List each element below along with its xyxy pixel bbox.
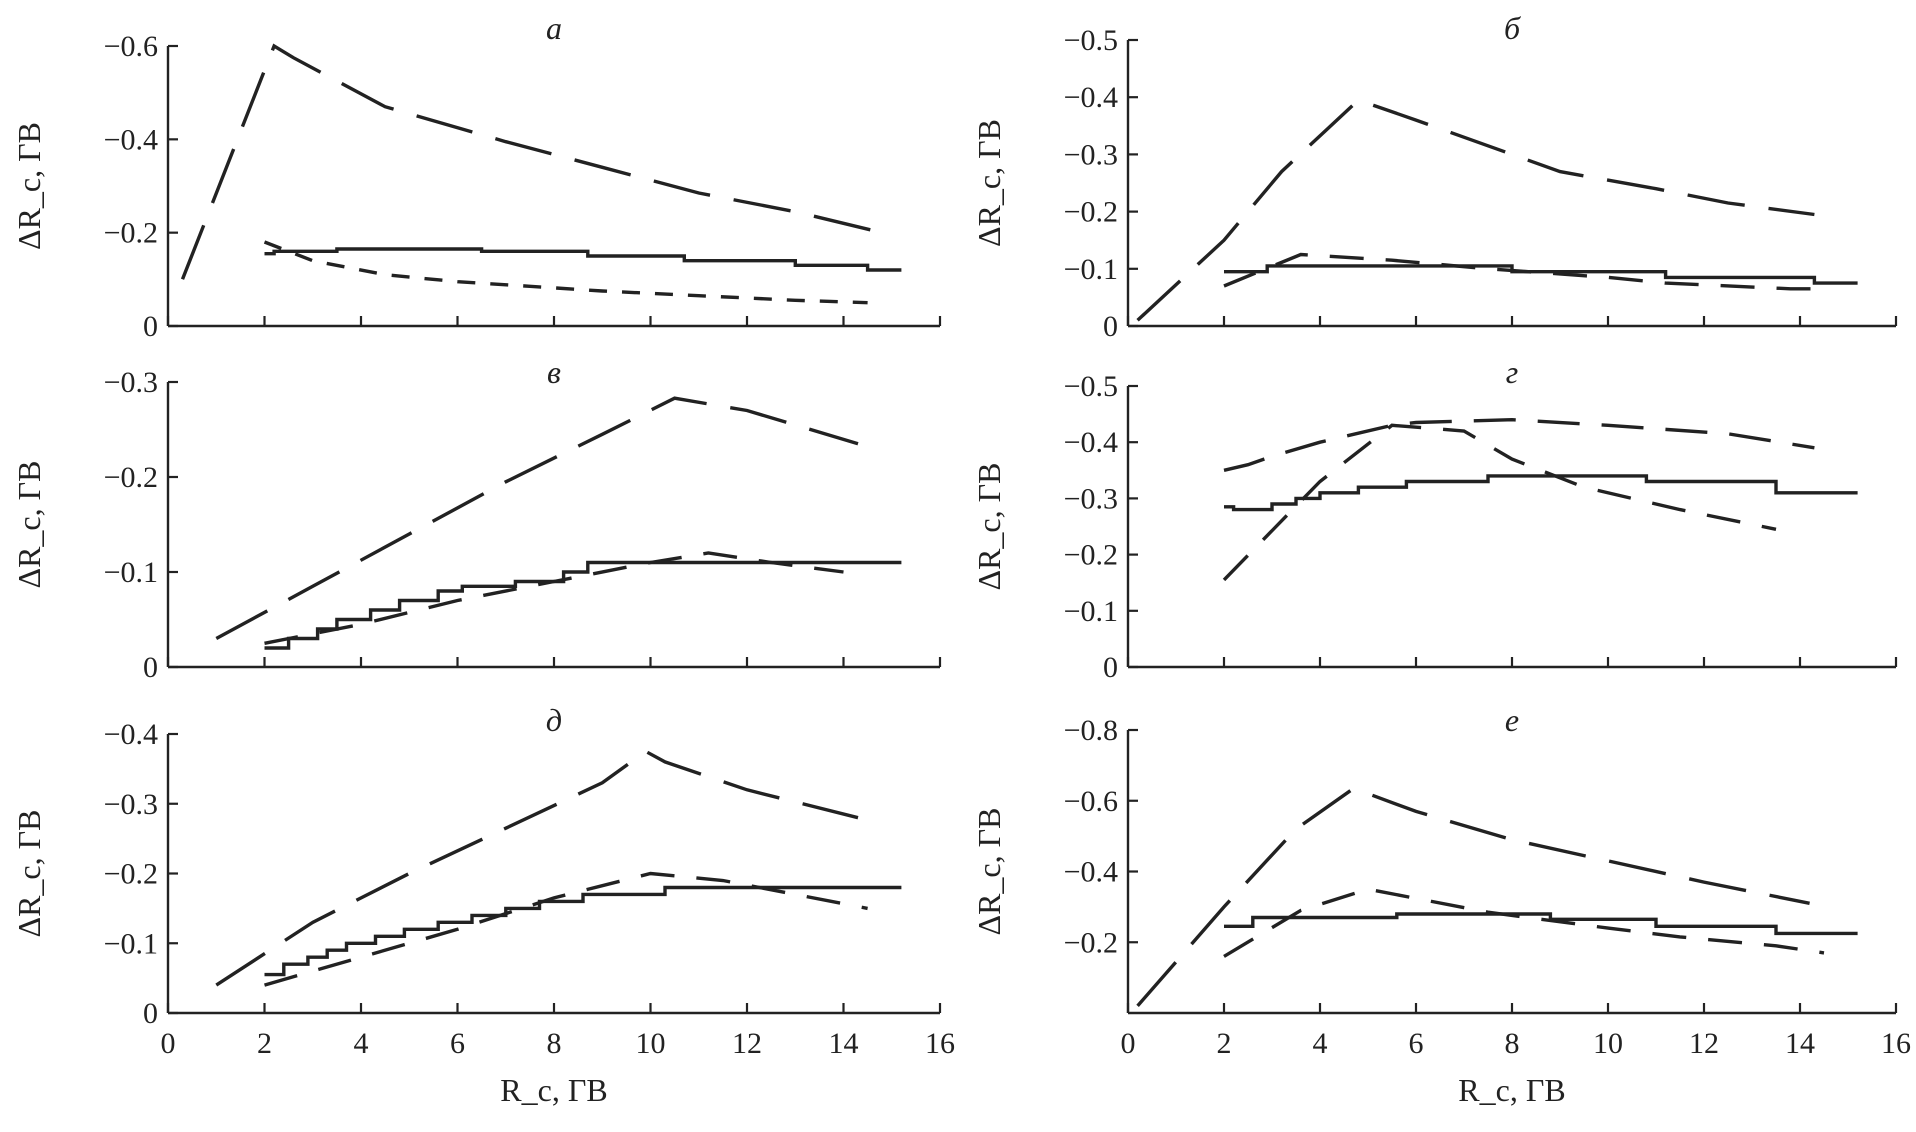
series-long-dash	[180, 43, 873, 280]
y-tick-label: −0.2	[104, 217, 158, 250]
series-solid	[1224, 474, 1858, 512]
x-tick-label: 6	[1409, 1027, 1424, 1060]
y-tick-label: −0.6	[1064, 785, 1118, 818]
y-axis-title: ΔR_c, ГВ	[971, 808, 1007, 936]
series-medium-dash	[1223, 887, 1825, 958]
x-tick-label: 12	[1689, 1027, 1719, 1060]
y-tick-label: −0.1	[104, 556, 158, 589]
y-axis-title: ΔR_c, ГВ	[11, 122, 47, 250]
x-tick-label: 0	[1121, 1027, 1136, 1060]
x-axis-title: R_c, ГВ	[500, 1072, 607, 1108]
series-short-dash	[263, 240, 868, 305]
y-tick-label: −0.5	[1064, 370, 1118, 403]
series-medium-dash	[1222, 423, 1777, 582]
y-axis-title: ΔR_c, ГВ	[11, 810, 47, 938]
x-axis-title: R_c, ГВ	[1458, 1072, 1565, 1108]
y-tick-label: −0.3	[104, 788, 158, 821]
y-tick-label: −0.8	[1064, 714, 1118, 747]
x-tick-label: 8	[547, 1027, 562, 1060]
y-tick-label: −0.4	[104, 123, 158, 156]
x-tick-label: 14	[1785, 1027, 1815, 1060]
series-dash-upper	[1223, 417, 1815, 472]
panel-title: д	[546, 702, 562, 738]
y-tick-label: −0.4	[1064, 426, 1118, 459]
y-tick-label: −0.3	[1064, 138, 1118, 171]
panel-title: в	[547, 354, 561, 390]
series-solid	[1224, 264, 1858, 285]
x-tick-label: 0	[161, 1027, 176, 1060]
panel-title: а	[546, 10, 562, 46]
y-tick-label: −0.2	[1064, 926, 1118, 959]
y-tick-label: −0.3	[1064, 482, 1118, 515]
series-solid	[264, 885, 902, 977]
y-tick-label: −0.2	[1064, 539, 1118, 572]
series-medium-dash	[264, 551, 844, 645]
y-axis-title: ΔR_c, ГВ	[971, 463, 1007, 591]
x-tick-label: 6	[450, 1027, 465, 1060]
series-long-dash	[215, 749, 859, 987]
y-tick-label: −0.2	[1064, 196, 1118, 229]
x-tick-label: 16	[1881, 1027, 1911, 1060]
series-long-dash	[1136, 98, 1815, 322]
x-tick-label: 12	[732, 1027, 762, 1060]
x-tick-label: 8	[1505, 1027, 1520, 1060]
series-long-dash	[1136, 786, 1810, 1008]
panel-title: е	[1505, 702, 1519, 738]
panel-title: б	[1504, 10, 1521, 46]
y-tick-label: −0.4	[104, 718, 158, 751]
y-tick-label: 0	[1103, 310, 1118, 343]
x-tick-label: 16	[925, 1027, 955, 1060]
x-tick-label: 10	[1593, 1027, 1623, 1060]
y-tick-label: −0.4	[1064, 81, 1118, 114]
y-tick-label: −0.4	[1064, 856, 1118, 889]
series-medium-dash	[264, 871, 868, 987]
y-tick-label: −0.2	[104, 461, 158, 494]
y-tick-label: −0.2	[104, 858, 158, 891]
series-solid	[1224, 912, 1858, 936]
y-tick-label: 0	[1103, 651, 1118, 684]
x-tick-label: 4	[354, 1027, 369, 1060]
x-tick-label: 14	[829, 1027, 859, 1060]
y-tick-label: 0	[143, 997, 158, 1030]
x-tick-label: 2	[1217, 1027, 1232, 1060]
y-axis-title: ΔR_c, ГВ	[11, 461, 47, 589]
y-tick-label: 0	[143, 651, 158, 684]
y-tick-label: 0	[143, 310, 158, 343]
y-tick-label: −0.5	[1064, 24, 1118, 57]
series-medium-dash	[1223, 252, 1820, 291]
panel-title: г	[1506, 354, 1518, 390]
series-long-dash	[215, 396, 859, 640]
series-solid	[264, 247, 902, 272]
x-tick-label: 4	[1313, 1027, 1328, 1060]
series-solid	[264, 560, 902, 650]
y-tick-label: −0.1	[1064, 253, 1118, 286]
y-tick-label: −0.3	[104, 366, 158, 399]
y-tick-label: −0.1	[104, 927, 158, 960]
y-tick-label: −0.1	[1064, 595, 1118, 628]
y-tick-label: −0.6	[104, 30, 158, 63]
y-axis-title: ΔR_c, ГВ	[971, 119, 1007, 247]
x-tick-label: 10	[636, 1027, 666, 1060]
x-tick-label: 2	[257, 1027, 272, 1060]
